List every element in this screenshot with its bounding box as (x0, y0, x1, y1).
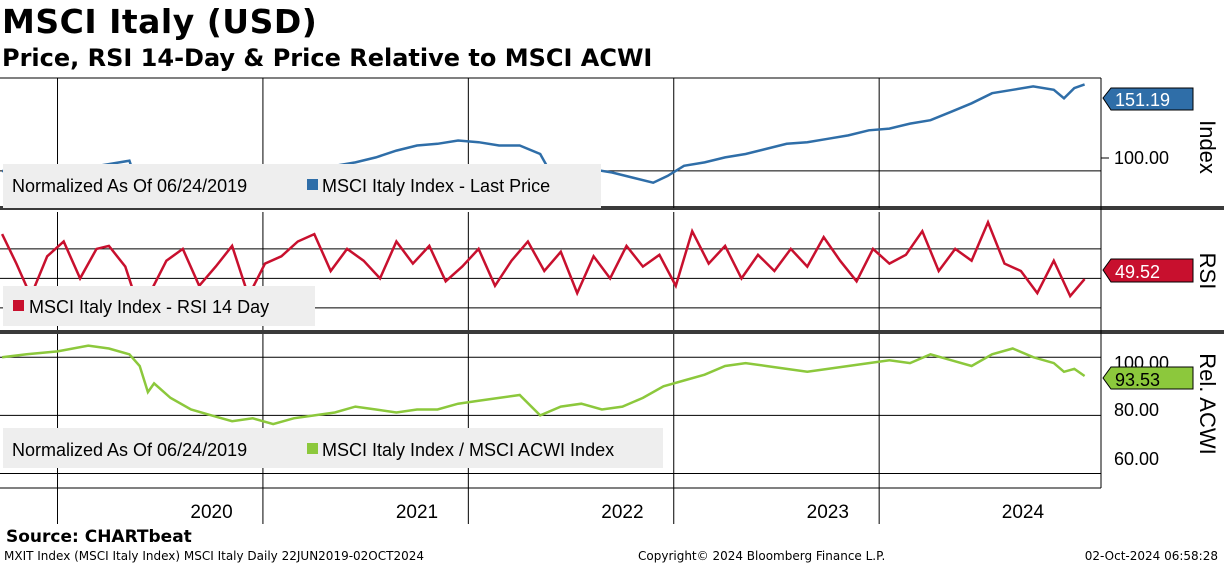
price-ytick-100: 100.00 (1114, 148, 1169, 168)
source-label: Source: CHARTbeat (6, 527, 192, 547)
rsi-gridlines (0, 212, 1101, 330)
rsi-legend-swatch (13, 300, 24, 311)
relative-last-value-label: 93.53 (1115, 370, 1160, 390)
price-last-value-label: 151.19 (1115, 90, 1170, 110)
rsi-legend-series: MSCI Italy Index - RSI 14 Day (29, 297, 269, 317)
rsi-last-value-label: 49.52 (1115, 262, 1160, 282)
rsi-last-value-tag (1102, 258, 1194, 283)
price-axis-label: Index (1195, 120, 1220, 174)
chart-title: MSCI Italy (USD) (2, 2, 318, 41)
relative-legend-swatch (307, 443, 318, 454)
relative-ytick-80: 80.00 (1114, 400, 1159, 420)
price-legend-series: MSCI Italy Index - Last Price (322, 176, 550, 196)
rsi-legend-box (3, 286, 315, 326)
relative-legend-box (3, 428, 663, 468)
timestamp: 02-Oct-2024 06:58:28 (1084, 549, 1218, 563)
rsi-axis-label: RSI (1195, 253, 1220, 290)
relative-last-value-tag (1102, 366, 1194, 390)
relative-legend-normalized: Normalized As Of 06/24/2019 (12, 440, 247, 460)
relative-gridlines (0, 334, 1101, 488)
ticker-info: MXIT Index (MSCI Italy Index) MSCI Italy… (4, 549, 424, 563)
copyright: Copyright© 2024 Bloomberg Finance L.P. (638, 549, 886, 563)
x-tick-label-2020: 2020 (190, 502, 232, 523)
relative-series-line (1, 344, 1086, 426)
price-panel: Normalized As Of 06/24/2019 MSCI Italy I… (0, 78, 1220, 208)
x-tick-label-2024: 2024 (1002, 502, 1045, 523)
price-legend-swatch (307, 179, 318, 190)
relative-panel: Normalized As Of 06/24/2019 MSCI Italy I… (0, 334, 1220, 488)
chart-subtitle: Price, RSI 14-Day & Price Relative to MS… (2, 44, 653, 72)
price-legend-box (3, 164, 601, 208)
panel-frames (0, 77, 1224, 489)
x-tick-label-2023: 2023 (807, 502, 849, 523)
price-legend-normalized: Normalized As Of 06/24/2019 (12, 176, 247, 196)
rsi-series-line (0, 219, 1086, 314)
x-axis: 201920202021202220232024 (57, 488, 1045, 524)
relative-legend-series: MSCI Italy Index / MSCI ACWI Index (322, 440, 614, 460)
relative-ytick-60: 60.00 (1114, 449, 1159, 469)
price-last-value-tag (1102, 87, 1194, 111)
x-tick-label-2021: 2021 (396, 502, 438, 523)
relative-axis-label: Rel. ACWI (1195, 353, 1220, 454)
x-tick-label-2022: 2022 (601, 502, 643, 523)
rsi-panel: MSCI Italy Index - RSI 14 Day 49.52 RSI (0, 212, 1220, 330)
